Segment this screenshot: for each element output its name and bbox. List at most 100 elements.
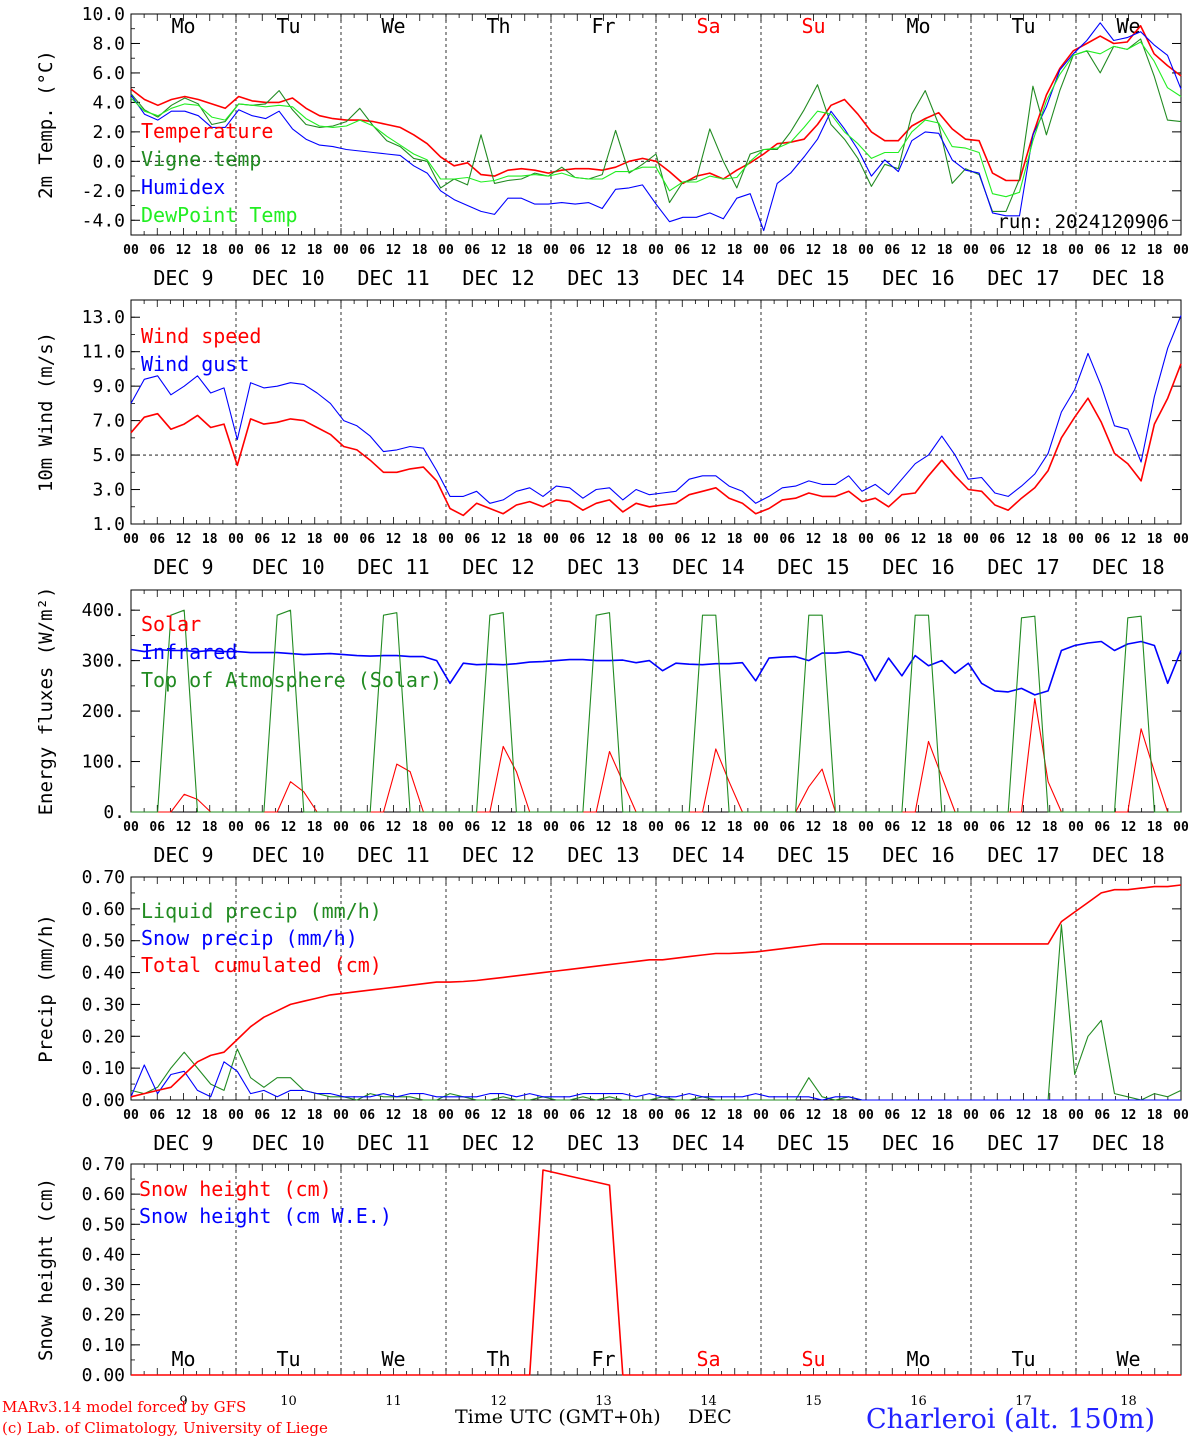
weekday-label: Mo bbox=[171, 1347, 195, 1371]
weekday-label: Tu bbox=[1011, 14, 1035, 38]
x-hour-label: 12 bbox=[1016, 532, 1032, 547]
x-hour-label: 00 bbox=[648, 243, 664, 258]
run-annotation: run: 2024120906 bbox=[997, 211, 1169, 233]
x-hour-label: 18 bbox=[412, 820, 428, 835]
y-tick-label: 7.0 bbox=[92, 411, 125, 432]
x-date-label: DEC 9 bbox=[153, 843, 213, 867]
x-date-label: DEC 10 bbox=[252, 555, 324, 579]
x-hour-label: 18 bbox=[727, 820, 743, 835]
x-hour-label: 12 bbox=[491, 820, 507, 835]
y-tick-label: 0.60 bbox=[82, 1184, 125, 1205]
x-hour-label: 12 bbox=[1121, 243, 1137, 258]
x-hour-label: 18 bbox=[307, 532, 323, 547]
x-date-label: DEC 11 bbox=[357, 843, 429, 867]
legend-entry: Wind speed bbox=[141, 324, 261, 348]
time-axis-label: Time UTC (GMT+0h) bbox=[455, 1406, 661, 1428]
x-hour-label: 06 bbox=[254, 243, 270, 258]
x-hour-label: 00 bbox=[228, 243, 244, 258]
x-hour-label: 12 bbox=[386, 243, 402, 258]
x-hour-label: 18 bbox=[517, 243, 533, 258]
x-hour-label: 06 bbox=[1094, 243, 1110, 258]
x-hour-label: 18 bbox=[1042, 820, 1058, 835]
day-number-label: 11 bbox=[385, 1394, 402, 1409]
footer: MARv3.14 model forced by GFS (c) Lab. of… bbox=[2, 1398, 1155, 1437]
x-hour-label: 00 bbox=[123, 243, 139, 258]
x-date-label: DEC 17 bbox=[987, 555, 1059, 579]
y-tick-label: 0.00 bbox=[82, 1090, 125, 1111]
x-hour-label: 06 bbox=[359, 1108, 375, 1123]
x-date-label: DEC 14 bbox=[672, 555, 744, 579]
x-hour-label: 12 bbox=[596, 532, 612, 547]
series-line bbox=[130, 1061, 1181, 1101]
series-line bbox=[130, 315, 1182, 504]
credit-line-1: MARv3.14 model forced by GFS bbox=[2, 1398, 246, 1416]
x-hour-label: 06 bbox=[674, 1108, 690, 1123]
x-hour-label: 18 bbox=[1042, 243, 1058, 258]
legend-entry: Total cumulated (cm) bbox=[141, 953, 382, 977]
x-hour-label: 18 bbox=[412, 243, 428, 258]
x-hour-label: 06 bbox=[464, 243, 480, 258]
legend-entry: Snow precip (mm/h) bbox=[141, 926, 358, 950]
weekday-label: We bbox=[381, 14, 405, 38]
x-date-label: DEC 10 bbox=[252, 266, 324, 290]
panel-3: 0. 100. 200. 300. 400. Energy fluxes (W/m²) 00… bbox=[35, 587, 1189, 867]
x-hour-label: 18 bbox=[517, 820, 533, 835]
x-date-label: DEC 13 bbox=[567, 555, 639, 579]
x-hour-label: 12 bbox=[281, 820, 297, 835]
x-date-label: DEC 18 bbox=[1092, 1131, 1164, 1155]
y-tick-label: 0.70 bbox=[82, 1154, 125, 1175]
x-hour-label: 18 bbox=[1042, 532, 1058, 547]
x-date-label: DEC 15 bbox=[777, 1131, 849, 1155]
x-hour-label: 06 bbox=[254, 820, 270, 835]
x-hour-label: 06 bbox=[1094, 532, 1110, 547]
legend-entry: DewPoint Temp bbox=[141, 203, 298, 227]
x-date-label: DEC 12 bbox=[462, 843, 534, 867]
x-hour-label: 06 bbox=[359, 243, 375, 258]
x-hour-label: 18 bbox=[622, 532, 638, 547]
x-hour-label: 00 bbox=[543, 1108, 559, 1123]
x-hour-label: 12 bbox=[1121, 532, 1137, 547]
x-hour-label: 00 bbox=[648, 1108, 664, 1123]
x-hour-label: 12 bbox=[386, 532, 402, 547]
series-line bbox=[130, 38, 1182, 212]
series-line bbox=[130, 884, 1182, 1098]
x-hour-label: 12 bbox=[1016, 243, 1032, 258]
x-hour-label: 06 bbox=[569, 1108, 585, 1123]
x-hour-label: 18 bbox=[937, 532, 953, 547]
x-hour-label: 18 bbox=[412, 532, 428, 547]
day-number-label: 10 bbox=[280, 1394, 297, 1409]
x-date-label: DEC 11 bbox=[357, 555, 429, 579]
x-date-label: DEC 16 bbox=[882, 266, 954, 290]
y-tick-label: 0.0 bbox=[92, 151, 125, 172]
x-hour-label: 18 bbox=[622, 1108, 638, 1123]
y-tick-label: 100. bbox=[82, 752, 125, 773]
x-hour-label: 00 bbox=[753, 1108, 769, 1123]
x-hour-label: 18 bbox=[1147, 820, 1163, 835]
x-date-label: DEC 17 bbox=[987, 1131, 1059, 1155]
x-hour-label: 00 bbox=[438, 243, 454, 258]
x-hour-label: 18 bbox=[937, 820, 953, 835]
x-hour-label: 18 bbox=[412, 1108, 428, 1123]
x-hour-label: 00 bbox=[543, 532, 559, 547]
x-hour-label: 00 bbox=[228, 532, 244, 547]
x-hour-label: 00 bbox=[123, 820, 139, 835]
chart-panels: -4.0 -2.0 0.0 2.0 4.0 6.0 8.0 10.0 2m Temp. (°C)… bbox=[35, 4, 1189, 1409]
x-hour-label: 06 bbox=[884, 1108, 900, 1123]
x-date-label: DEC 15 bbox=[777, 843, 849, 867]
x-hour-label: 00 bbox=[438, 1108, 454, 1123]
x-hour-label: 06 bbox=[779, 820, 795, 835]
x-hour-label: 00 bbox=[963, 1108, 979, 1123]
x-date-label: DEC 12 bbox=[462, 1131, 534, 1155]
x-date-label: DEC 10 bbox=[252, 843, 324, 867]
y-axis-label: Snow height (cm) bbox=[35, 1178, 57, 1361]
weekday-label: We bbox=[381, 1347, 405, 1371]
x-hour-label: 06 bbox=[569, 243, 585, 258]
x-hour-label: 06 bbox=[884, 243, 900, 258]
x-hour-label: 06 bbox=[464, 820, 480, 835]
y-tick-label: 0.10 bbox=[82, 1335, 125, 1356]
x-hour-label: 06 bbox=[464, 1108, 480, 1123]
legend-entry: Solar bbox=[141, 612, 201, 636]
series-line bbox=[130, 640, 1182, 696]
y-tick-label: 11.0 bbox=[82, 342, 125, 363]
weekday-label: Fr bbox=[591, 1347, 615, 1371]
